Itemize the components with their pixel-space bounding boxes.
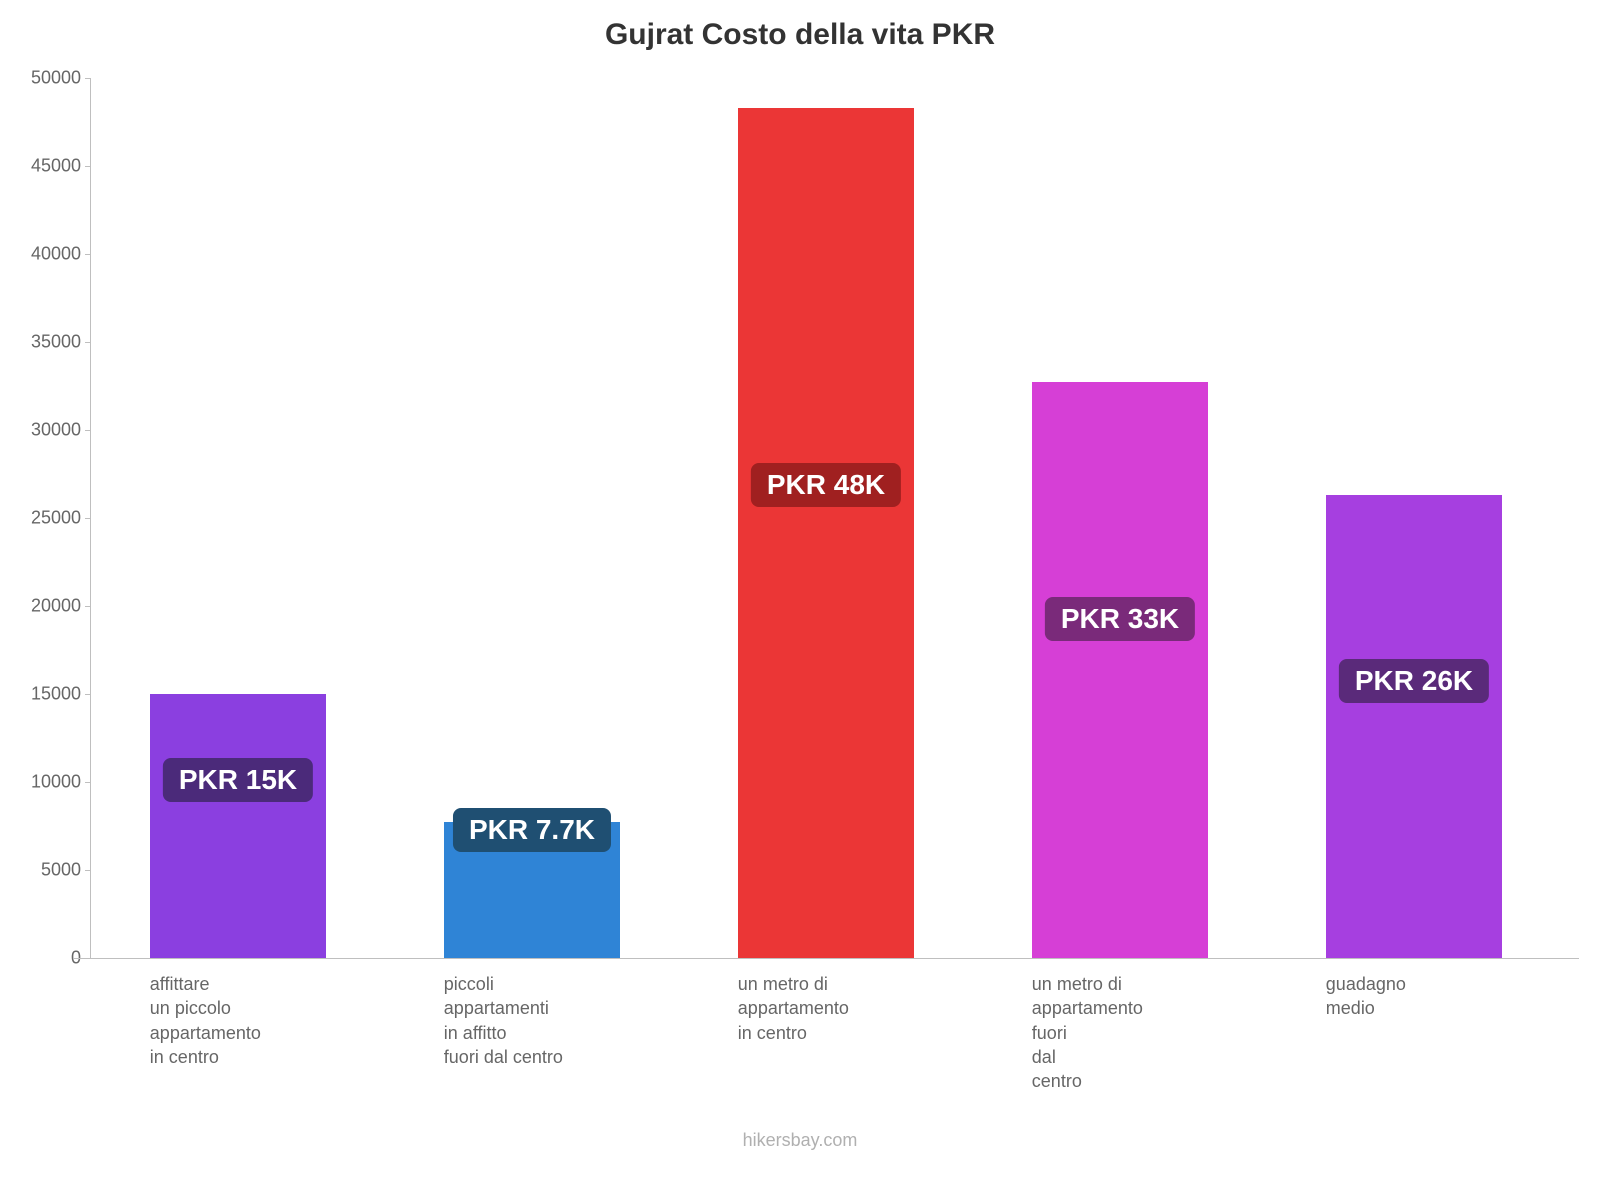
ytick-mark	[85, 166, 91, 167]
ytick-label: 45000	[31, 156, 81, 177]
ytick-label: 15000	[31, 684, 81, 705]
ytick-label: 5000	[41, 860, 81, 881]
bar: PKR 26K	[1326, 495, 1502, 958]
chart-title: Gujrat Costo della vita PKR	[0, 18, 1600, 52]
ytick-mark	[85, 694, 91, 695]
xcat-label: guadagno medio	[1326, 972, 1502, 1021]
ytick-label: 50000	[31, 68, 81, 89]
xcat-label: un metro di appartamento fuori dal centr…	[1032, 972, 1208, 1093]
xcat-label: piccoli appartamenti in affitto fuori da…	[444, 972, 620, 1069]
ytick-label: 10000	[31, 772, 81, 793]
baseline-extension	[73, 958, 91, 959]
ytick-mark	[85, 78, 91, 79]
cost-of-living-chart: Gujrat Costo della vita PKR 050001000015…	[0, 0, 1600, 1200]
ytick-mark	[85, 254, 91, 255]
ytick-label: 35000	[31, 332, 81, 353]
bar-value-badge: PKR 15K	[163, 758, 313, 802]
ytick-mark	[85, 782, 91, 783]
bar-value-badge: PKR 33K	[1045, 597, 1195, 641]
bar-value-badge: PKR 26K	[1339, 659, 1489, 703]
ytick-label: 40000	[31, 244, 81, 265]
baseline-extension	[1561, 958, 1579, 959]
chart-credit: hikersbay.com	[0, 1130, 1600, 1151]
bar: PKR 15K	[150, 694, 326, 958]
ytick-mark	[85, 870, 91, 871]
ytick-label: 20000	[31, 596, 81, 617]
bar: PKR 33K	[1032, 382, 1208, 958]
plot-area: 0500010000150002000025000300003500040000…	[90, 78, 1561, 959]
ytick-mark	[85, 606, 91, 607]
bar: PKR 7.7K	[444, 822, 620, 958]
ytick-label: 30000	[31, 420, 81, 441]
xcat-label: affittare un piccolo appartamento in cen…	[150, 972, 326, 1069]
ytick-label: 25000	[31, 508, 81, 529]
bar: PKR 48K	[738, 108, 914, 958]
bar-value-badge: PKR 7.7K	[453, 808, 611, 852]
xcat-label: un metro di appartamento in centro	[738, 972, 914, 1045]
ytick-mark	[85, 430, 91, 431]
bar-value-badge: PKR 48K	[751, 463, 901, 507]
ytick-mark	[85, 518, 91, 519]
ytick-mark	[85, 342, 91, 343]
